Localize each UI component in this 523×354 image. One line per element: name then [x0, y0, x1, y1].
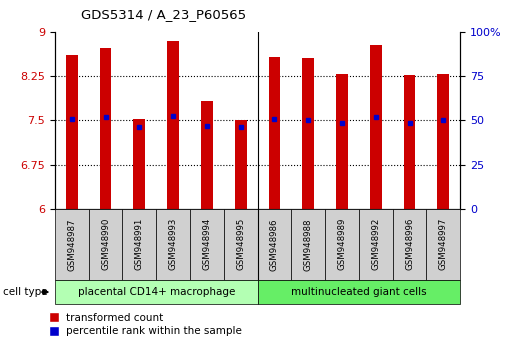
Bar — [100, 48, 111, 209]
Text: GSM948992: GSM948992 — [371, 218, 380, 270]
Text: GDS5314 / A_23_P60565: GDS5314 / A_23_P60565 — [81, 8, 246, 21]
Bar — [235, 120, 247, 209]
Text: GSM948988: GSM948988 — [304, 218, 313, 270]
FancyBboxPatch shape — [257, 280, 460, 304]
Bar — [404, 75, 415, 209]
FancyBboxPatch shape — [224, 209, 257, 280]
FancyBboxPatch shape — [122, 209, 156, 280]
Bar — [66, 56, 78, 209]
Bar — [437, 74, 449, 209]
Legend: transformed count, percentile rank within the sample: transformed count, percentile rank withi… — [50, 313, 242, 336]
FancyBboxPatch shape — [426, 209, 460, 280]
Text: cell type: cell type — [3, 287, 47, 297]
Text: GSM948986: GSM948986 — [270, 218, 279, 270]
Text: GSM948994: GSM948994 — [202, 218, 211, 270]
Bar — [201, 102, 213, 209]
Text: GSM948990: GSM948990 — [101, 218, 110, 270]
FancyBboxPatch shape — [55, 209, 89, 280]
FancyBboxPatch shape — [257, 209, 291, 280]
FancyBboxPatch shape — [393, 209, 426, 280]
Bar — [302, 58, 314, 209]
Text: GSM948995: GSM948995 — [236, 218, 245, 270]
Text: GSM948987: GSM948987 — [67, 218, 76, 270]
Bar — [167, 41, 179, 209]
Text: GSM948996: GSM948996 — [405, 218, 414, 270]
FancyBboxPatch shape — [291, 209, 325, 280]
Text: GSM948997: GSM948997 — [439, 218, 448, 270]
Text: GSM948991: GSM948991 — [135, 218, 144, 270]
FancyBboxPatch shape — [156, 209, 190, 280]
Text: GSM948993: GSM948993 — [168, 218, 178, 270]
Text: multinucleated giant cells: multinucleated giant cells — [291, 287, 427, 297]
Bar — [370, 45, 382, 209]
FancyBboxPatch shape — [55, 280, 257, 304]
FancyBboxPatch shape — [190, 209, 224, 280]
Bar — [336, 74, 348, 209]
Bar — [268, 57, 280, 209]
Bar — [133, 119, 145, 209]
FancyBboxPatch shape — [89, 209, 122, 280]
FancyBboxPatch shape — [359, 209, 393, 280]
Text: GSM948989: GSM948989 — [337, 218, 347, 270]
Text: placental CD14+ macrophage: placental CD14+ macrophage — [77, 287, 235, 297]
FancyBboxPatch shape — [325, 209, 359, 280]
